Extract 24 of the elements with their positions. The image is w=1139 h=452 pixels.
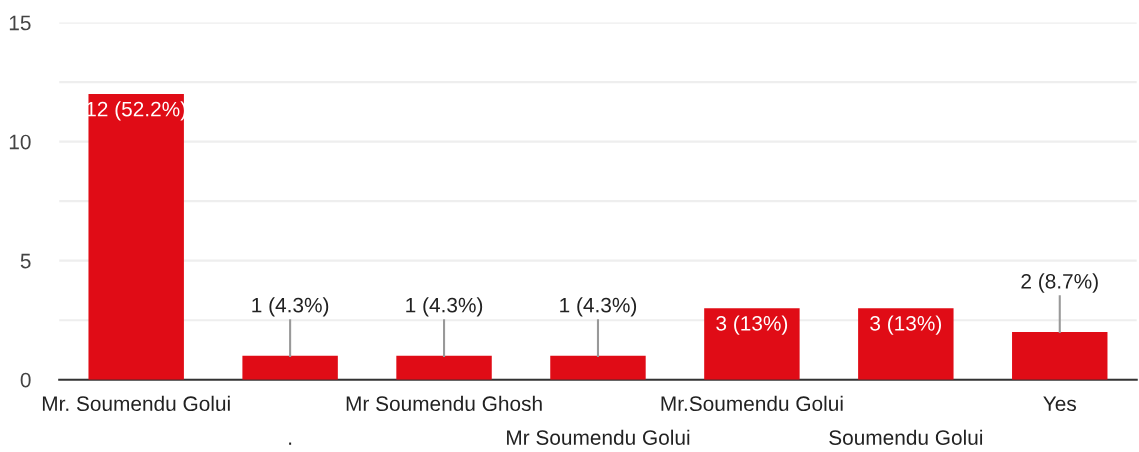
data-label: 2 (8.7%) (1021, 273, 1098, 293)
y-tick-label: 10 (9, 134, 31, 150)
bar (1012, 332, 1108, 380)
y-tick-label: 0 (20, 372, 31, 388)
bar (704, 308, 800, 380)
x-tick-label: Mr.Soumendu Golui (661, 395, 843, 412)
bar (242, 355, 338, 380)
data-label: 1 (4.3%) (406, 297, 483, 317)
x-tick-label: Mr Soumendu Golui (507, 429, 690, 445)
data-label: 1 (4.3%) (252, 297, 329, 317)
x-tick-label: . (289, 442, 292, 445)
bar (858, 308, 954, 380)
y-tick-label: 15 (9, 15, 31, 31)
data-label: 1 (4.3%) (560, 297, 637, 317)
bar (396, 355, 492, 380)
bar (88, 94, 184, 380)
bar (550, 355, 646, 380)
y-tick-label: 5 (20, 253, 31, 269)
x-tick-label: Soumendu Golui (829, 429, 983, 445)
x-tick-label: Yes (1043, 396, 1077, 412)
x-tick-label: Mr Soumendu Ghosh (346, 395, 542, 412)
x-tick-label: Mr. Soumendu Golui (42, 395, 230, 412)
data-label: 3 (13%) (870, 315, 942, 335)
data-label: 3 (13%) (716, 315, 788, 335)
